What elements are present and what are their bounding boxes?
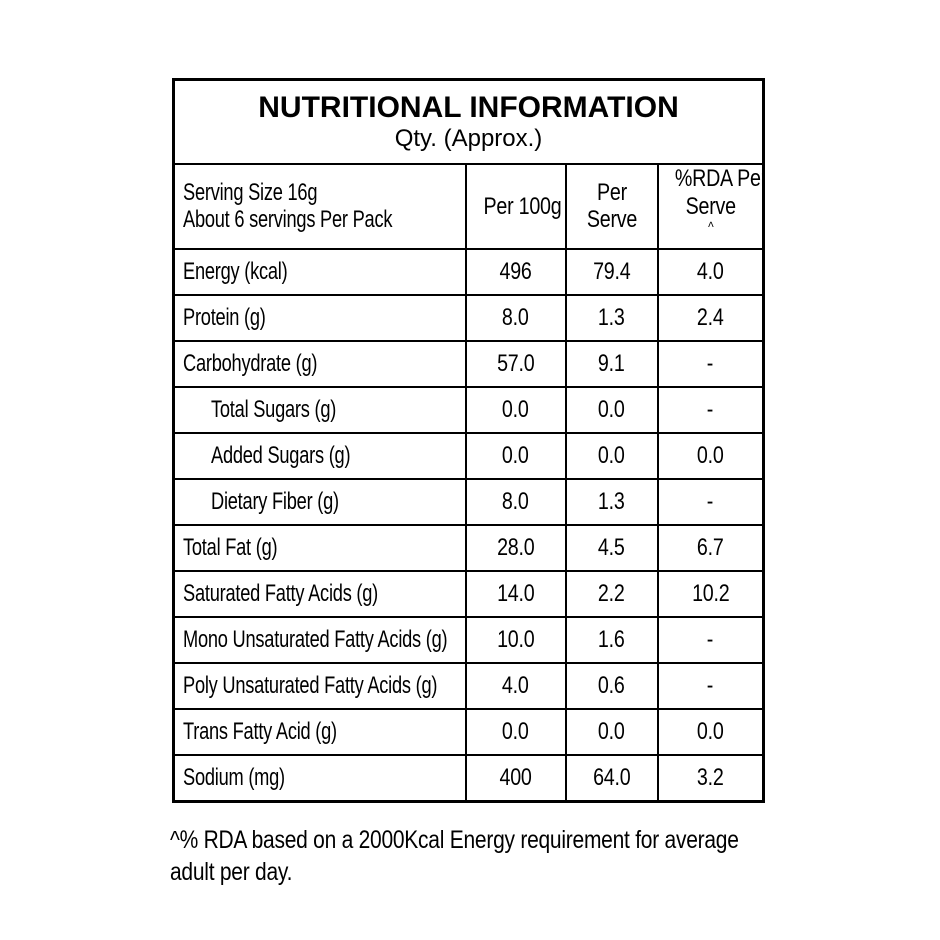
table-row-carbohydrate: Carbohydrate (g) 57.0 9.1 - [172,339,765,388]
value-per-100g: 0.0 [464,431,567,480]
table-row-energy: Energy (kcal) 496 79.4 4.0 [172,247,765,296]
value-per-serve: 1.3 [564,477,659,526]
value-rda-per-serve: - [656,661,765,710]
nutrient-label: Total Fat (g) [172,523,467,572]
table-header-row: Serving Size 16g About 6 servings Per Pa… [172,163,765,250]
value-rda-per-serve: - [656,477,765,526]
value-rda-per-serve: 2.4 [656,293,765,342]
value-per-serve: 1.3 [564,293,659,342]
table-row-saturated-fatty-acids: Saturated Fatty Acids (g) 14.0 2.2 10.2 [172,569,765,618]
value-rda-per-serve: 0.0 [656,431,765,480]
value-per-100g: 14.0 [464,569,567,618]
table-row-poly-unsaturated: Poly Unsaturated Fatty Acids (g) 4.0 0.6… [172,661,765,710]
serving-size-text: Serving Size 16g [183,178,318,206]
table-row-added-sugars: Added Sugars (g) 0.0 0.0 0.0 [172,431,765,480]
col-header-per-serve: Per Serve [564,163,659,250]
table-row-total-sugars: Total Sugars (g) 0.0 0.0 - [172,385,765,434]
value-per-100g: 0.0 [464,385,567,434]
value-rda-per-serve: 0.0 [656,707,765,756]
value-per-serve: 0.0 [564,431,659,480]
value-per-serve: 4.5 [564,523,659,572]
nutrient-label: Trans Fatty Acid (g) [172,707,467,756]
value-per-100g: 8.0 [464,293,567,342]
value-per-100g: 0.0 [464,707,567,756]
table-row-protein: Protein (g) 8.0 1.3 2.4 [172,293,765,342]
value-per-serve: 1.6 [564,615,659,664]
value-per-serve: 2.2 [564,569,659,618]
nutrient-label: Saturated Fatty Acids (g) [172,569,467,618]
value-per-100g: 10.0 [464,615,567,664]
table-row-trans-fatty-acid: Trans Fatty Acid (g) 0.0 0.0 0.0 [172,707,765,756]
col-header-rda-per-serve: %RDA Per Serve ^ [656,163,765,250]
nutrition-table: NUTRITIONAL INFORMATION Qty. (Approx.) S… [172,78,766,803]
value-per-serve: 79.4 [564,247,659,296]
table-row-dietary-fiber: Dietary Fiber (g) 8.0 1.3 - [172,477,765,526]
table-row-total-fat: Total Fat (g) 28.0 4.5 6.7 [172,523,765,572]
value-rda-per-serve: 3.2 [656,753,765,803]
nutrient-label: Sodium (mg) [172,753,467,803]
value-per-serve: 0.0 [564,385,659,434]
value-rda-per-serve: 4.0 [656,247,765,296]
value-rda-per-serve: - [656,339,765,388]
value-per-100g: 57.0 [464,339,567,388]
nutrient-label: Carbohydrate (g) [172,339,467,388]
table-subtitle: Qty. (Approx.) [394,125,543,153]
servings-per-pack-text: About 6 servings Per Pack [183,206,393,234]
nutrient-label: Protein (g) [172,293,467,342]
nutrient-label: Dietary Fiber (g) [172,477,467,526]
nutrient-label: Added Sugars (g) [172,431,467,480]
value-rda-per-serve: - [656,615,765,664]
rda-footnote-marker: ^ [707,220,714,237]
value-per-100g: 4.0 [464,661,567,710]
value-per-100g: 8.0 [464,477,567,526]
table-row-sodium: Sodium (mg) 400 64.0 3.2 [172,753,765,803]
nutrient-label: Poly Unsaturated Fatty Acids (g) [172,661,467,710]
value-per-100g: 28.0 [464,523,567,572]
rda-serve-with-sup: Serve ^ [685,192,736,237]
value-per-100g: 400 [464,753,567,803]
nutrient-label: Energy (kcal) [172,247,467,296]
value-rda-per-serve: - [656,385,765,434]
serving-info-cell: Serving Size 16g About 6 servings Per Pa… [172,163,467,250]
table-title-cell: NUTRITIONAL INFORMATION Qty. (Approx.) [172,78,765,165]
table-row-mono-unsaturated: Mono Unsaturated Fatty Acids (g) 10.0 1.… [172,615,765,664]
value-rda-per-serve: 6.7 [656,523,765,572]
col-header-per-100g: Per 100g [464,163,567,250]
table-title-row: NUTRITIONAL INFORMATION Qty. (Approx.) [172,78,765,165]
rda-footnote: ^% RDA based on a 2000Kcal Energy requir… [170,826,739,886]
nutrient-label: Mono Unsaturated Fatty Acids (g) [172,615,467,664]
value-per-serve: 64.0 [564,753,659,803]
table-title: NUTRITIONAL INFORMATION [258,90,679,124]
value-per-serve: 0.6 [564,661,659,710]
value-per-serve: 0.0 [564,707,659,756]
value-per-serve: 9.1 [564,339,659,388]
value-per-100g: 496 [464,247,567,296]
value-rda-per-serve: 10.2 [656,569,765,618]
nutrient-label: Total Sugars (g) [172,385,467,434]
